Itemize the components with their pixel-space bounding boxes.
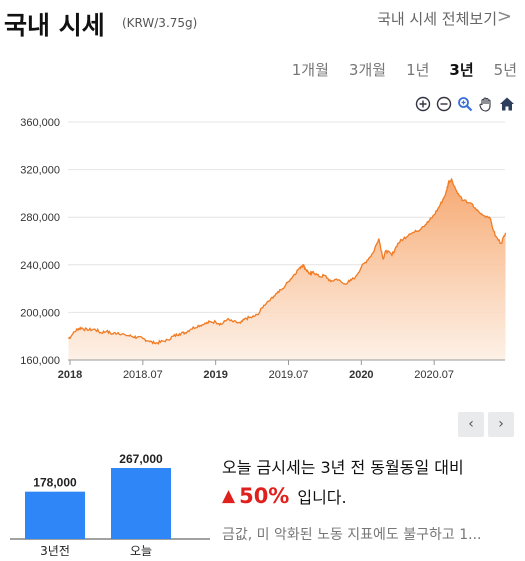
home-icon[interactable] [499, 96, 515, 112]
zoom-in-icon[interactable] [415, 96, 431, 112]
y-tick-label: 360,000 [20, 117, 60, 129]
pan-hand-icon[interactable] [478, 96, 494, 112]
view-all-link[interactable]: 국내 시세 전체보기 [377, 10, 497, 28]
chevron-right-icon[interactable]: > [496, 6, 512, 27]
x-tick-label: 2018 [58, 369, 82, 381]
comparison-bar [25, 491, 85, 539]
chart-toolbar [410, 96, 515, 112]
change-percent: 50% [239, 484, 290, 508]
price-line [67, 177, 507, 345]
up-arrow-icon: ▲ [222, 486, 236, 506]
news-snippet-link[interactable]: 금값, 미 악화된 노동 지표에도 불구하고 1... [222, 527, 482, 543]
comparison-result: ▲ 50% 입니다. [222, 484, 347, 508]
x-tick-label: 2019 [203, 369, 227, 381]
tab-1-year[interactable]: 1년 [406, 61, 430, 79]
tab-5-years[interactable]: 5년 [493, 61, 517, 79]
chart-prev-button[interactable]: ‹ [458, 412, 484, 437]
zoom-out-icon[interactable] [436, 96, 452, 112]
x-tick-label: 2020.07 [414, 369, 454, 381]
tab-1-month[interactable]: 1개월 [291, 61, 329, 79]
chart-next-button[interactable]: › [488, 412, 514, 437]
x-tick-label: 2020 [349, 369, 373, 381]
comparison-suffix: 입니다. [297, 488, 347, 507]
price-chart: 360,000 320,000 280,000 240,000 200,000 160,0… [20, 117, 507, 381]
bar-value-label: 267,000 [119, 452, 163, 466]
period-tabs: 1개월 3개월 1년 3년 5년 [272, 59, 517, 80]
y-tick-label: 160,000 [20, 355, 60, 367]
page-title: 국내 시세 [4, 11, 105, 40]
price-area [68, 179, 506, 360]
y-tick-label: 200,000 [20, 307, 60, 319]
bar-category-label: 오늘 [130, 544, 152, 558]
comparison-text: 오늘 금시세는 3년 전 동월동일 대비 [222, 458, 464, 477]
y-tick-label: 320,000 [20, 165, 60, 177]
comparison-bar-chart: 178,000 3년전 267,000 오늘 [10, 452, 210, 558]
comparison-bar [111, 468, 171, 539]
bar-category-label: 3년전 [40, 544, 70, 558]
x-tick-label: 2018.07 [123, 369, 163, 381]
y-tick-label: 240,000 [20, 260, 60, 272]
tab-3-years[interactable]: 3년 [449, 61, 474, 79]
magnifier-icon[interactable] [457, 96, 473, 112]
bar-value-label: 178,000 [33, 476, 77, 490]
y-tick-label: 280,000 [20, 212, 60, 224]
unit-label: (KRW/3.75g) [122, 16, 198, 30]
tab-3-months[interactable]: 3개월 [348, 61, 387, 79]
x-tick-label: 2019.07 [269, 369, 309, 381]
